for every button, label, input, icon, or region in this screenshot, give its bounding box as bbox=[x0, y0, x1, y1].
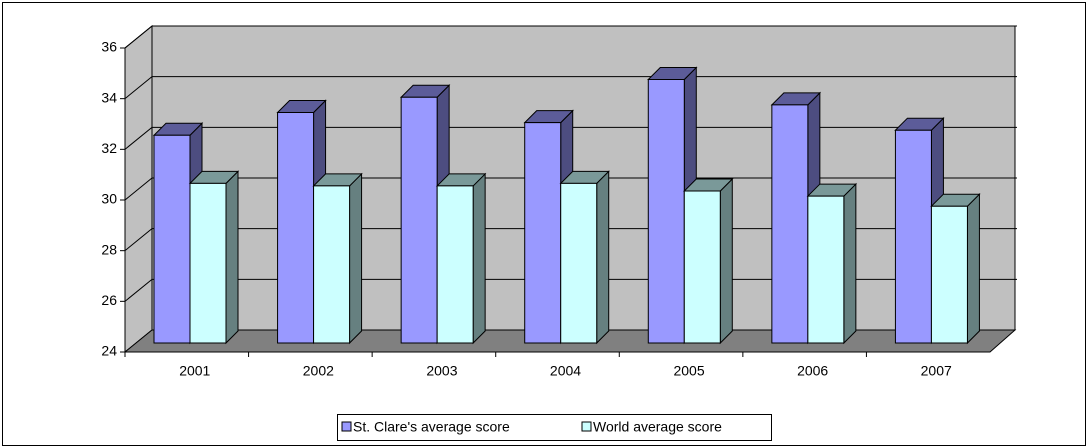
bar-face bbox=[683, 190, 721, 344]
y-tick-label: 32 bbox=[101, 140, 117, 156]
bar-face bbox=[277, 111, 315, 344]
bar-face bbox=[807, 195, 845, 344]
x-tick-label: 2007 bbox=[921, 363, 952, 379]
bar-face bbox=[771, 104, 809, 344]
bar-face bbox=[225, 170, 239, 345]
x-tick-label: 2006 bbox=[797, 363, 828, 379]
y-tick-label: 30 bbox=[101, 191, 117, 207]
bar-face bbox=[313, 185, 351, 344]
bar bbox=[770, 91, 822, 345]
bar-face bbox=[894, 129, 932, 344]
y-tick-label: 36 bbox=[101, 39, 117, 55]
x-tick-label: 2003 bbox=[426, 363, 457, 379]
bar-face bbox=[843, 182, 857, 345]
bar bbox=[435, 172, 487, 345]
bar bbox=[683, 177, 734, 345]
x-tick-label: 2004 bbox=[550, 363, 581, 379]
bar bbox=[188, 170, 240, 345]
legend bbox=[337, 414, 772, 441]
legend-swatch bbox=[341, 421, 352, 432]
x-tick-label: 2005 bbox=[673, 363, 704, 379]
bar-face bbox=[930, 205, 968, 344]
bar-face bbox=[596, 170, 610, 345]
bar-face bbox=[966, 192, 980, 345]
bar-face bbox=[153, 134, 191, 344]
bar bbox=[312, 172, 363, 345]
bar-face bbox=[400, 96, 438, 344]
bar-face bbox=[719, 177, 733, 345]
grid-line bbox=[124, 177, 1017, 201]
x-tick-label: 2002 bbox=[303, 363, 334, 379]
legend-label: World average score bbox=[593, 419, 722, 435]
legend-label: St. Clare's average score bbox=[353, 419, 510, 435]
bar-face bbox=[349, 172, 363, 345]
bar bbox=[930, 192, 981, 345]
bar bbox=[559, 170, 610, 345]
bar-face bbox=[472, 172, 486, 345]
bar-face bbox=[436, 185, 474, 344]
grid-line bbox=[124, 126, 1017, 150]
y-tick-label: 28 bbox=[101, 241, 117, 257]
bar-face bbox=[524, 122, 562, 344]
y-tick-label: 24 bbox=[101, 343, 117, 359]
bar-face bbox=[647, 79, 685, 344]
grid-line bbox=[124, 25, 1017, 49]
x-tick-label: 2001 bbox=[179, 363, 210, 379]
y-tick-label: 26 bbox=[101, 292, 117, 308]
bar bbox=[806, 182, 858, 345]
y-tick-label: 34 bbox=[101, 89, 117, 105]
grid-line bbox=[124, 76, 1017, 100]
bar-face bbox=[560, 182, 598, 344]
bar-face bbox=[189, 182, 227, 344]
legend-swatch bbox=[581, 421, 592, 432]
